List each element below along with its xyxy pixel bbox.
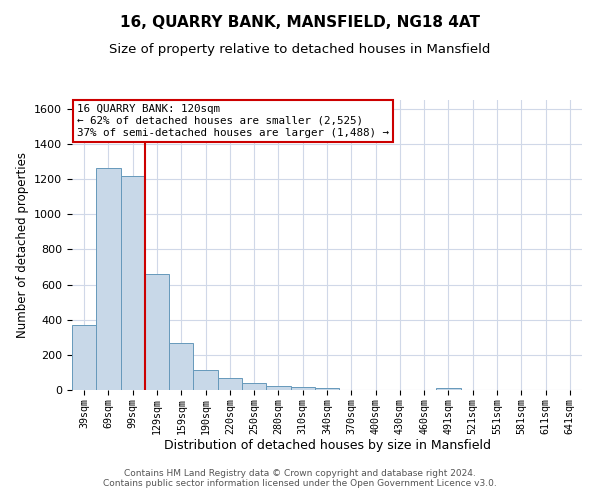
Bar	[290, 388, 315, 390]
Bar	[193, 370, 218, 390]
Bar	[72, 325, 96, 390]
Text: 16, QUARRY BANK, MANSFIELD, NG18 4AT: 16, QUARRY BANK, MANSFIELD, NG18 4AT	[120, 15, 480, 30]
Text: Size of property relative to detached houses in Mansfield: Size of property relative to detached ho…	[109, 42, 491, 56]
X-axis label: Distribution of detached houses by size in Mansfield: Distribution of detached houses by size …	[163, 439, 491, 452]
Bar	[436, 388, 461, 390]
Bar	[266, 386, 290, 390]
Bar	[242, 384, 266, 390]
Bar	[96, 168, 121, 390]
Bar	[315, 388, 339, 390]
Bar	[169, 344, 193, 390]
Y-axis label: Number of detached properties: Number of detached properties	[16, 152, 29, 338]
Bar	[218, 378, 242, 390]
Bar	[145, 274, 169, 390]
Text: Contains HM Land Registry data © Crown copyright and database right 2024.: Contains HM Land Registry data © Crown c…	[124, 468, 476, 477]
Bar	[121, 176, 145, 390]
Text: 16 QUARRY BANK: 120sqm
← 62% of detached houses are smaller (2,525)
37% of semi-: 16 QUARRY BANK: 120sqm ← 62% of detached…	[77, 104, 389, 138]
Text: Contains public sector information licensed under the Open Government Licence v3: Contains public sector information licen…	[103, 478, 497, 488]
